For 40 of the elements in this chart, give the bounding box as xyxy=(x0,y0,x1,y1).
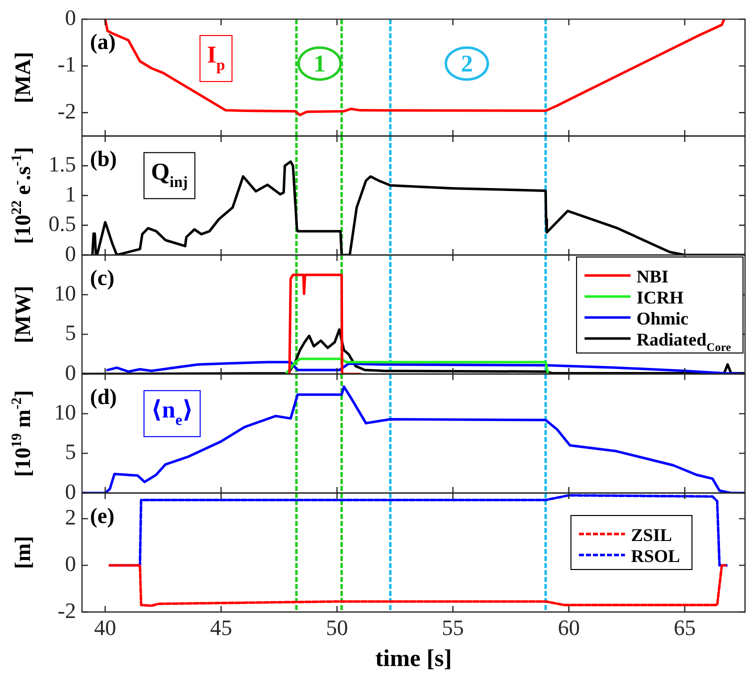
x-tick-label: 60 xyxy=(558,614,580,640)
annotation: (d) xyxy=(90,384,117,409)
annotation: (b) xyxy=(90,146,117,171)
legend-label: Ohmic xyxy=(636,308,689,328)
x-tick-label: 50 xyxy=(326,614,348,640)
y-tick-label: 0 xyxy=(65,240,76,266)
y-tick-label: 10 xyxy=(54,280,76,306)
legend-label: ICRH xyxy=(636,288,684,308)
y-tick-label: -2 xyxy=(58,598,76,623)
x-tick-label: 55 xyxy=(442,614,464,640)
annotation: 1 xyxy=(314,52,326,78)
legend-label: RSOL xyxy=(630,546,680,566)
y-tick-label: -2 xyxy=(58,98,76,124)
annotation: (a) xyxy=(90,29,116,54)
x-tick-label: 65 xyxy=(674,614,696,640)
y-tick-label: 0.5 xyxy=(48,211,76,236)
y-tick-label: 0 xyxy=(65,478,76,504)
y-tick-label: 1.5 xyxy=(48,152,76,177)
x-axis-title: time [s] xyxy=(375,646,452,672)
y-axis-title: [1022 e-.s-1] xyxy=(9,147,35,244)
y-tick-label: 0 xyxy=(65,4,76,30)
y-tick-label: 5 xyxy=(65,439,76,464)
legend-label: NBI xyxy=(636,266,669,286)
x-tick-label: 45 xyxy=(210,614,232,640)
y-tick-label: 5 xyxy=(65,320,76,346)
y-tick-label: 2 xyxy=(65,504,76,530)
annotation: (e) xyxy=(90,503,114,528)
x-tick-label: 40 xyxy=(94,614,116,640)
y-axis-title: [1019 m-2] xyxy=(9,390,35,477)
y-axis-title: [MW] xyxy=(10,286,35,344)
annotation: 2 xyxy=(460,52,473,78)
y-tick-label: 1 xyxy=(65,181,76,206)
y-tick-label: 0 xyxy=(65,551,76,576)
legend-label: ZSIL xyxy=(630,525,672,545)
annotation: (c) xyxy=(90,265,114,290)
y-axis-title: [m] xyxy=(10,536,35,569)
y-tick-label: 0 xyxy=(65,360,76,385)
y-axis-title: [MA] xyxy=(10,52,35,104)
y-tick-label: -1 xyxy=(58,52,76,77)
y-tick-label: 10 xyxy=(54,399,76,424)
